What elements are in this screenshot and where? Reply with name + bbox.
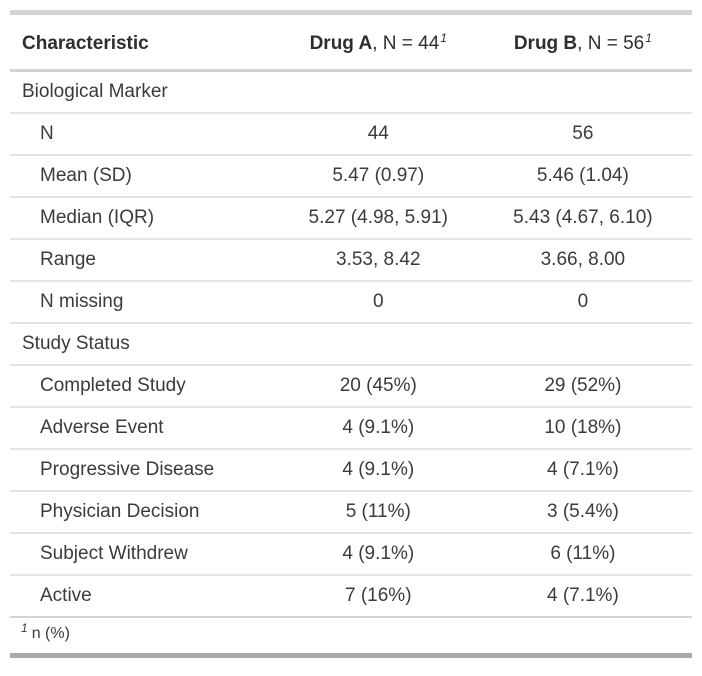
table-row: Subject Withdrew 4 (9.1%) 6 (11%)	[10, 533, 692, 576]
table-row: Median (IQR) 5.27 (4.98, 5.91) 5.43 (4.6…	[10, 197, 692, 240]
row-value-drug-b: 3.66, 8.00	[473, 239, 692, 282]
table-header: Characteristic Drug A, N = 441 Drug B, N…	[10, 12, 692, 72]
row-value-drug-a: 5.27 (4.98, 5.91)	[282, 197, 474, 240]
row-value-drug-a: 0	[282, 281, 474, 324]
header-drug-a: Drug A, N = 441	[282, 12, 474, 72]
table-row: N missing 0 0	[10, 281, 692, 324]
row-label: Physician Decision	[10, 491, 283, 534]
row-value-drug-b: 10 (18%)	[473, 407, 692, 450]
row-value-drug-a: 4 (9.1%)	[282, 449, 474, 492]
row-value-drug-b: 56	[473, 113, 692, 156]
row-value-drug-b	[473, 70, 692, 114]
row-value-drug-b: 4 (7.1%)	[473, 575, 692, 618]
row-label: Adverse Event	[10, 407, 283, 450]
row-label: Range	[10, 239, 283, 282]
header-drug-a-n: , N = 44	[372, 33, 440, 54]
row-label: N missing	[10, 281, 283, 324]
header-drug-b: Drug B, N = 561	[473, 12, 692, 72]
table-row: Physician Decision 5 (11%) 3 (5.4%)	[10, 491, 692, 534]
summary-table-container: Characteristic Drug A, N = 441 Drug B, N…	[10, 10, 692, 658]
row-label: Progressive Disease	[10, 449, 283, 492]
summary-table: Characteristic Drug A, N = 441 Drug B, N…	[10, 10, 692, 658]
row-label: Median (IQR)	[10, 197, 283, 240]
row-value-drug-b: 29 (52%)	[473, 365, 692, 408]
row-value-drug-a: 4 (9.1%)	[282, 533, 474, 576]
table-row: Completed Study 20 (45%) 29 (52%)	[10, 365, 692, 408]
row-value-drug-b: 3 (5.4%)	[473, 491, 692, 534]
row-value-drug-b: 0	[473, 281, 692, 324]
row-value-drug-b: 5.46 (1.04)	[473, 155, 692, 198]
table-row: Mean (SD) 5.47 (0.97) 5.46 (1.04)	[10, 155, 692, 198]
table-row: N 44 56	[10, 113, 692, 156]
table-body: Biological Marker N 44 56 Mean (SD) 5.47…	[10, 70, 692, 618]
row-label: Subject Withdrew	[10, 533, 283, 576]
row-value-drug-a: 5 (11%)	[282, 491, 474, 534]
header-row: Characteristic Drug A, N = 441 Drug B, N…	[10, 12, 692, 72]
row-value-drug-a: 44	[282, 113, 474, 156]
row-label: Active	[10, 575, 283, 618]
group-header-row: Biological Marker	[10, 70, 692, 114]
table-row: Active 7 (16%) 4 (7.1%)	[10, 575, 692, 618]
table-row: Progressive Disease 4 (9.1%) 4 (7.1%)	[10, 449, 692, 492]
row-value-drug-a: 20 (45%)	[282, 365, 474, 408]
row-label: Biological Marker	[10, 70, 283, 114]
table-row: Adverse Event 4 (9.1%) 10 (18%)	[10, 407, 692, 450]
header-drug-b-n: , N = 56	[577, 33, 645, 54]
footnote-marker: 1	[21, 620, 28, 635]
row-value-drug-b	[473, 323, 692, 366]
row-value-drug-a: 7 (16%)	[282, 575, 474, 618]
group-header-row: Study Status	[10, 323, 692, 366]
row-value-drug-a: 5.47 (0.97)	[282, 155, 474, 198]
row-value-drug-a: 3.53, 8.42	[282, 239, 474, 282]
row-label: Study Status	[10, 323, 283, 366]
footnote-text: n (%)	[31, 625, 70, 642]
table-row: Range 3.53, 8.42 3.66, 8.00	[10, 239, 692, 282]
row-value-drug-b: 5.43 (4.67, 6.10)	[473, 197, 692, 240]
row-value-drug-a	[282, 70, 474, 114]
row-value-drug-a	[282, 323, 474, 366]
row-value-drug-a: 4 (9.1%)	[282, 407, 474, 450]
header-drug-a-name: Drug A	[309, 33, 373, 54]
header-characteristic-label: Characteristic	[22, 33, 149, 54]
row-label: N	[10, 113, 283, 156]
header-drug-b-name: Drug B	[513, 33, 578, 54]
row-label: Completed Study	[10, 365, 283, 408]
row-value-drug-b: 6 (11%)	[473, 533, 692, 576]
footnote-marker: 1	[440, 30, 447, 45]
row-label: Mean (SD)	[10, 155, 283, 198]
row-value-drug-b: 4 (7.1%)	[473, 449, 692, 492]
header-characteristic: Characteristic	[10, 12, 283, 72]
footnote-marker: 1	[645, 30, 652, 45]
